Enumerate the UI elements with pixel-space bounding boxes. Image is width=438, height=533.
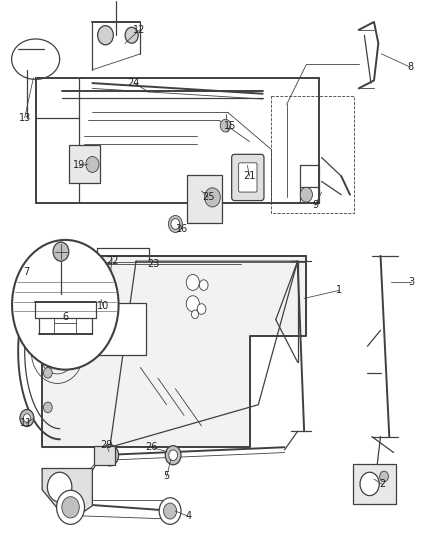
FancyBboxPatch shape [94, 303, 146, 356]
Circle shape [43, 304, 52, 314]
Text: 11: 11 [20, 418, 32, 429]
Text: 5: 5 [163, 472, 170, 481]
Circle shape [57, 490, 85, 524]
Polygon shape [42, 469, 92, 516]
Circle shape [186, 274, 199, 290]
Circle shape [43, 402, 52, 413]
Circle shape [92, 276, 111, 300]
Circle shape [43, 277, 52, 288]
Text: 24: 24 [127, 78, 140, 88]
Circle shape [186, 296, 199, 312]
Circle shape [43, 336, 52, 346]
FancyBboxPatch shape [239, 163, 257, 192]
Text: 26: 26 [145, 442, 158, 452]
FancyBboxPatch shape [94, 446, 115, 465]
Text: 23: 23 [147, 259, 160, 269]
Circle shape [197, 304, 206, 314]
Circle shape [169, 450, 177, 461]
Circle shape [300, 187, 312, 202]
Circle shape [20, 409, 34, 426]
FancyBboxPatch shape [353, 464, 396, 504]
Circle shape [220, 119, 231, 132]
Text: 8: 8 [407, 62, 413, 72]
Circle shape [380, 471, 389, 482]
Text: 10: 10 [97, 301, 110, 311]
Circle shape [12, 240, 119, 369]
Text: 1: 1 [336, 286, 342, 295]
Circle shape [191, 310, 198, 319]
Text: 2: 2 [380, 480, 386, 489]
Text: 13: 13 [18, 112, 31, 123]
Circle shape [159, 498, 181, 524]
Text: 15: 15 [224, 120, 236, 131]
Circle shape [163, 503, 177, 519]
Text: 25: 25 [202, 192, 214, 203]
Text: 7: 7 [23, 267, 29, 277]
Circle shape [171, 219, 180, 229]
Text: 3: 3 [408, 278, 414, 287]
Polygon shape [42, 256, 306, 447]
Text: 4: 4 [185, 511, 191, 521]
Text: 9: 9 [312, 200, 318, 211]
Circle shape [125, 27, 138, 43]
Circle shape [168, 215, 182, 232]
Text: 12: 12 [133, 25, 146, 35]
Circle shape [199, 280, 208, 290]
Text: 16: 16 [176, 224, 188, 235]
Circle shape [86, 157, 99, 172]
Circle shape [101, 445, 119, 466]
Text: 6: 6 [62, 312, 68, 322]
Circle shape [360, 472, 379, 496]
Circle shape [98, 26, 113, 45]
Circle shape [47, 472, 72, 502]
Text: 29: 29 [100, 440, 113, 450]
Circle shape [62, 497, 79, 518]
FancyBboxPatch shape [232, 155, 264, 200]
FancyBboxPatch shape [69, 146, 100, 183]
Text: 19: 19 [73, 160, 85, 171]
Circle shape [23, 414, 30, 422]
FancyBboxPatch shape [187, 174, 223, 223]
Text: 22: 22 [106, 256, 118, 266]
Text: 21: 21 [244, 171, 256, 181]
Circle shape [165, 446, 181, 465]
Circle shape [53, 242, 69, 261]
Circle shape [43, 368, 52, 378]
Circle shape [205, 188, 220, 207]
